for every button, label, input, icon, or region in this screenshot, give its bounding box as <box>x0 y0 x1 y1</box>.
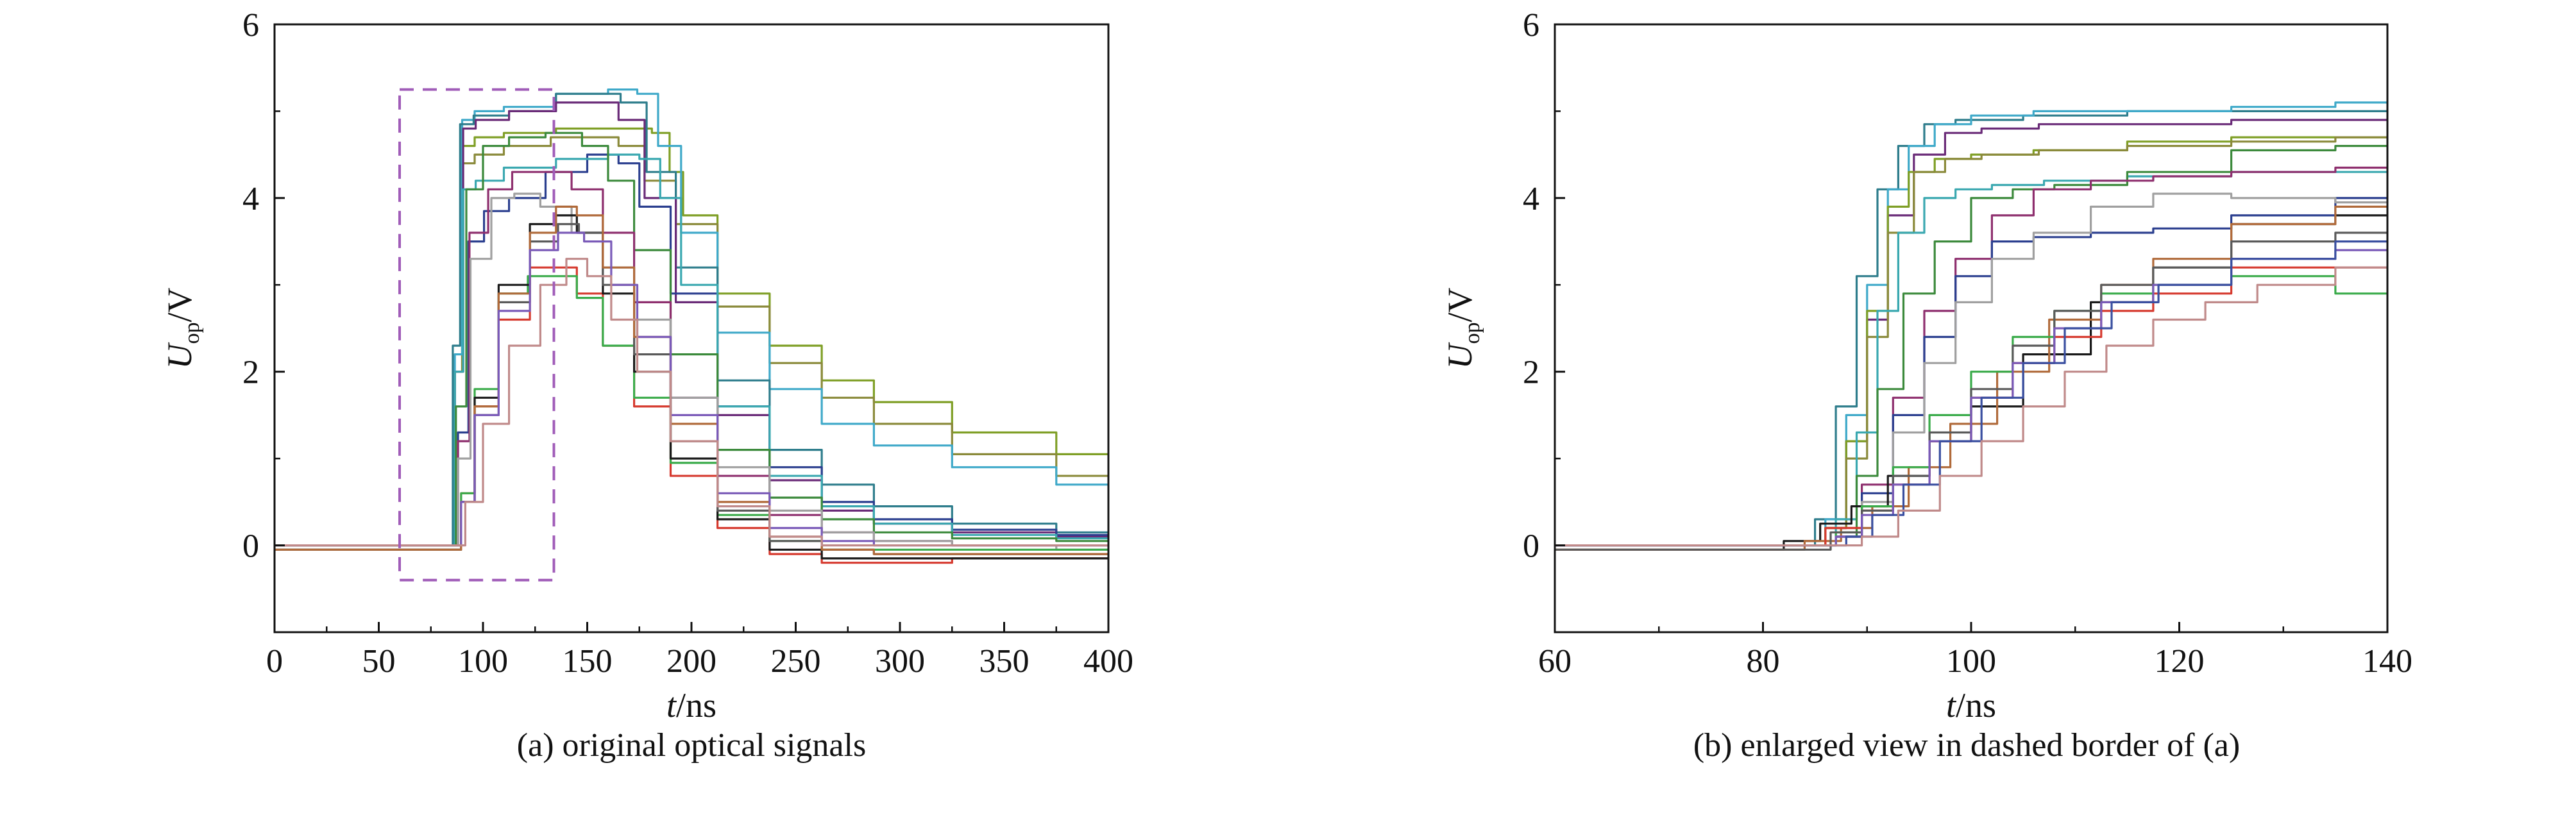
chart-a-ytick-label-4: 4 <box>242 181 259 217</box>
chart-a-xtick-label-400: 400 <box>1083 643 1133 680</box>
chart-a-ytick-label-6: 6 <box>242 7 259 44</box>
chart-b-ytick-label-6: 6 <box>1523 7 1539 44</box>
chart-a-dashed-border <box>398 88 555 582</box>
chart-a-x-axis-unit: /ns <box>676 686 716 725</box>
chart-b-ytick-label-4: 4 <box>1523 181 1539 217</box>
chart-b-y-axis-title: Uop/V <box>1441 287 1484 369</box>
caption-a: (a) original optical signals <box>516 727 867 764</box>
chart-a-xtick-label-0: 0 <box>266 643 283 680</box>
chart-b-series-line-2 <box>1555 101 2387 547</box>
chart-b-series-line-7 <box>1555 145 2387 547</box>
chart-b-series-line-16 <box>1555 249 2387 547</box>
chart-b: 60 80 100 120 140 0 2 4 6 t/ns Uop/V <box>1441 7 2412 725</box>
chart-b-x-axis-symbol: t <box>1946 686 1957 725</box>
chart-a-series-line-6 <box>275 153 1108 547</box>
chart-b-xtick-label-60: 60 <box>1538 643 1572 680</box>
chart-a-series-group <box>275 88 1108 564</box>
chart-b-y-axis-unit: /V <box>1441 287 1479 322</box>
chart-a-series-line-1 <box>275 127 1108 547</box>
chart-a-series-line-14 <box>275 222 1108 555</box>
chart-b-xtick-label-140: 140 <box>2362 643 2412 680</box>
caption-b: (b) enlarged view in dashed border of (a… <box>1693 727 2241 764</box>
chart-b-series-line-6 <box>1555 171 2387 547</box>
chart-a-series-line-3 <box>275 88 1108 547</box>
chart-b-xtick-label-80: 80 <box>1747 643 1780 680</box>
chart-b-series-group <box>1555 101 2387 551</box>
chart-a-xtick-label-350: 350 <box>979 643 1030 680</box>
chart-b-ytick-label-2: 2 <box>1523 355 1539 391</box>
chart-b-xtick-label-100: 100 <box>1946 643 1996 680</box>
chart-b-series-line-12 <box>1555 205 2387 551</box>
chart-a-xtick-label-100: 100 <box>458 643 508 680</box>
chart-b-xtick-label-120: 120 <box>2155 643 2205 680</box>
chart-a-xtick-label-150: 150 <box>563 643 613 680</box>
chart-a-ytick-label-0: 0 <box>242 528 259 565</box>
chart-b-series-line-3 <box>1555 119 2387 547</box>
chart-a-series-line-8 <box>275 131 1108 547</box>
chart-b-y-axis-symbol: U <box>1441 342 1479 369</box>
chart-a-series-line-13 <box>275 214 1108 560</box>
chart-b-series-line-15 <box>1555 231 2387 551</box>
chart-b-ytick-label-0: 0 <box>1523 528 1539 565</box>
chart-b-x-axis-unit: /ns <box>1956 686 1996 725</box>
chart-a-series-line-16 <box>275 231 1108 547</box>
chart-a-y-axis-title: Uop/V <box>160 287 204 369</box>
chart-a-x-axis-title: t/ns <box>666 686 716 725</box>
chart-b-series-line-18 <box>1555 266 2387 547</box>
chart-b-series-line-1 <box>1555 110 2387 547</box>
chart-a-xtick-label-50: 50 <box>362 643 396 680</box>
chart-a-ytick-label-2: 2 <box>242 355 259 391</box>
chart-a-xtick-label-200: 200 <box>666 643 716 680</box>
chart-a-y-axis-unit: /V <box>160 287 199 322</box>
chart-a-y-axis-subscript: op <box>180 323 204 344</box>
chart-a: 0 50 100 150 200 250 300 350 400 0 2 4 6 t/ns Uop/V <box>160 7 1133 725</box>
chart-b-y-axis-subscript: op <box>1461 323 1484 344</box>
chart-b-series-line-10 <box>1555 192 2387 547</box>
chart-b-x-axis-title: t/ns <box>1946 686 1996 725</box>
chart-a-x-axis-symbol: t <box>666 686 677 725</box>
chart-a-xtick-label-300: 300 <box>875 643 925 680</box>
chart-a-series-line-4 <box>275 92 1108 547</box>
chart-a-series-line-17 <box>275 258 1108 547</box>
chart-a-y-axis-symbol: U <box>160 342 199 369</box>
chart-a-xtick-label-250: 250 <box>771 643 821 680</box>
